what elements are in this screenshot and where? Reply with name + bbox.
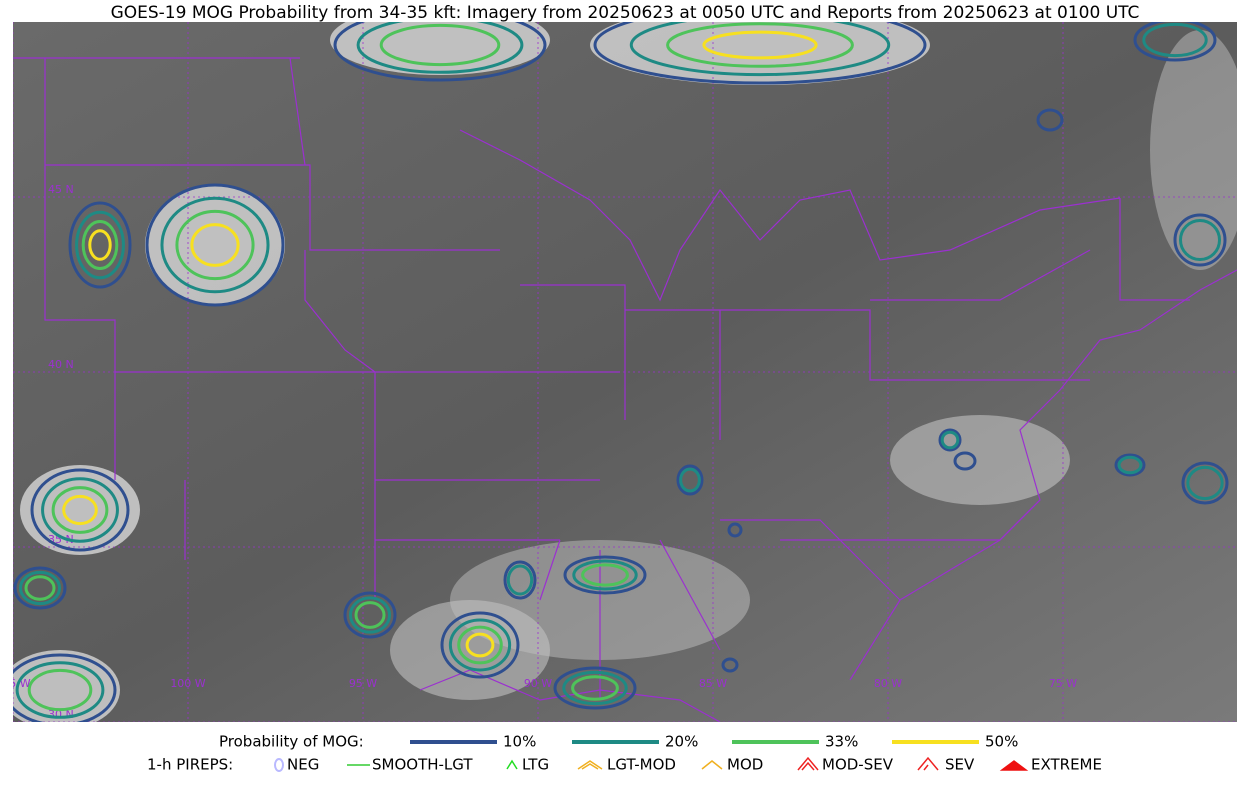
contour <box>81 219 119 271</box>
contour <box>581 563 629 587</box>
contour <box>1036 108 1064 132</box>
lon-label: 85 W <box>699 677 727 690</box>
legend-label: 33% <box>825 733 858 751</box>
contour <box>953 451 977 471</box>
pirep-icon <box>917 756 939 771</box>
contour <box>356 22 524 74</box>
contour <box>145 183 285 307</box>
contour <box>1133 22 1217 62</box>
contour <box>440 611 520 679</box>
legend-label: 20% <box>665 733 698 751</box>
contour <box>503 560 537 600</box>
contour <box>562 670 628 706</box>
contour <box>1117 455 1143 475</box>
contour <box>448 618 512 672</box>
contour <box>571 675 619 701</box>
legend-title: Probability of MOG: <box>219 733 364 751</box>
pirep-icon <box>701 760 723 770</box>
legend-label: MOD <box>727 756 763 774</box>
contour <box>62 494 98 526</box>
contour <box>1142 22 1208 58</box>
contour <box>349 596 391 634</box>
boundaries <box>13 57 1237 722</box>
contour <box>30 468 130 552</box>
legend-label: SEV <box>945 756 975 774</box>
legend-label: 50% <box>985 733 1018 751</box>
legend-label: MOD-SEV <box>822 756 894 774</box>
legend-title: 1-h PIREPS: <box>147 756 233 774</box>
contour <box>333 22 547 82</box>
lon-label: 95 W <box>349 677 377 690</box>
contour <box>938 428 962 452</box>
mog-contours <box>13 22 1229 722</box>
contour <box>553 666 637 710</box>
contour <box>1114 453 1146 477</box>
legend-label: LTG <box>522 756 549 774</box>
contour <box>572 559 638 591</box>
contour <box>19 570 61 606</box>
pirep-icon <box>999 760 1029 771</box>
lat-label: 40 N <box>48 358 74 371</box>
contour <box>41 477 119 543</box>
contour <box>1173 213 1227 267</box>
lon-label: 100 W <box>170 677 205 690</box>
lon-label: 105 W <box>0 677 31 690</box>
contour <box>940 430 960 450</box>
contour <box>51 486 109 534</box>
contour <box>506 564 534 596</box>
contour <box>465 632 495 658</box>
lon-label: 90 W <box>524 677 552 690</box>
contour <box>68 201 132 289</box>
contour <box>27 668 93 712</box>
contour <box>160 196 270 294</box>
contour <box>679 467 701 493</box>
lat-label: 45 N <box>48 183 74 196</box>
contour <box>666 22 854 68</box>
pirep-icon <box>797 756 819 771</box>
contour <box>593 22 927 85</box>
contour <box>13 566 67 610</box>
legend-label: 10% <box>503 733 536 751</box>
legend-label: LGT-MOD <box>607 756 676 774</box>
pirep-icon <box>577 760 603 770</box>
contour <box>1186 465 1224 501</box>
contour <box>727 522 743 538</box>
legend-label: SMOOTH-LGT <box>372 756 473 774</box>
contour <box>24 575 56 601</box>
contour <box>190 223 240 267</box>
legend: Probability of MOG: 10% 20% 33% 50% 1-h PIREP… <box>147 733 1102 774</box>
contour <box>88 229 112 261</box>
contour <box>343 591 397 639</box>
contour <box>1181 461 1229 505</box>
contour <box>676 464 704 496</box>
lon-label: 75 W <box>1049 677 1077 690</box>
contour <box>629 22 891 77</box>
contour <box>379 23 501 67</box>
pirep-icon <box>506 759 518 770</box>
lon-label: 80 W <box>874 677 902 690</box>
clouds <box>13 22 1237 722</box>
title: GOES-19 MOG Probability from 34-35 kft: … <box>111 3 1140 23</box>
contour <box>13 653 117 722</box>
contour <box>702 30 818 60</box>
contour <box>721 657 739 673</box>
contour <box>457 625 503 665</box>
contour <box>15 661 105 719</box>
contour <box>354 601 386 629</box>
pirep-icon <box>274 758 284 772</box>
contour <box>75 210 125 280</box>
contour <box>1179 219 1221 261</box>
contour <box>175 209 255 281</box>
legend-label: EXTREME <box>1031 756 1102 774</box>
legend-label: NEG <box>287 756 319 774</box>
contour <box>563 555 647 595</box>
